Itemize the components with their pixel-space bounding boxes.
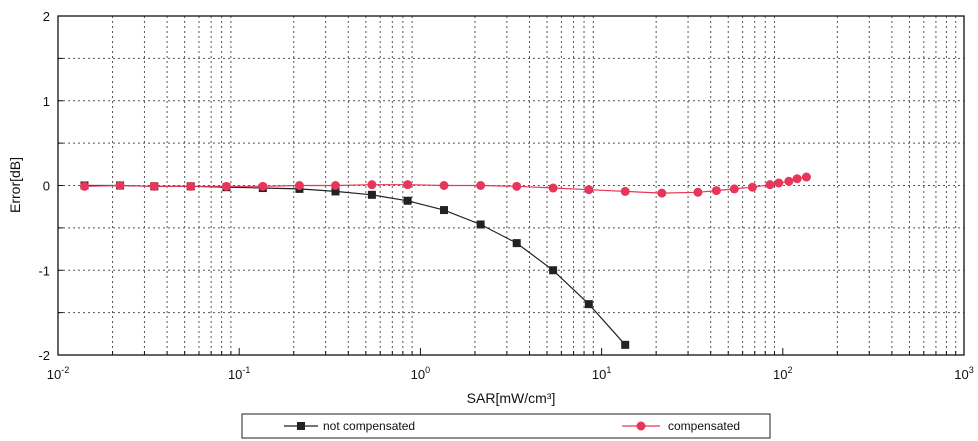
data-point-compensated	[774, 178, 784, 188]
data-point-compensated	[801, 172, 811, 182]
data-point-compensated	[476, 181, 486, 190]
data-point-not-compensated	[584, 300, 593, 309]
data-point-compensated	[765, 180, 775, 190]
y-tick-label: 1	[43, 94, 50, 109]
data-point-compensated	[294, 181, 304, 190]
data-point-compensated	[115, 181, 125, 190]
legend: not compensated compensated	[241, 413, 771, 439]
data-point-compensated	[221, 181, 231, 191]
legend-marker-not-compensated	[297, 422, 305, 430]
data-point-not-compensated	[331, 187, 340, 196]
data-point-compensated	[747, 182, 757, 192]
grid	[58, 16, 964, 355]
series	[79, 172, 811, 349]
data-point-compensated	[512, 181, 522, 191]
data-point-compensated	[584, 185, 594, 195]
data-point-not-compensated	[621, 340, 630, 349]
data-point-compensated	[186, 181, 196, 191]
legend-label-compensated: compensated	[668, 419, 740, 433]
legend-marker-compensated	[636, 421, 646, 431]
data-point-compensated	[784, 176, 794, 186]
x-tick-label: 10-1	[228, 365, 250, 382]
legend-label-not-compensated: not compensated	[323, 419, 415, 433]
data-point-compensated	[331, 181, 341, 190]
data-point-compensated	[258, 181, 268, 191]
x-tick-label: 103	[954, 365, 973, 382]
data-point-compensated	[711, 186, 721, 196]
y-tick-label: 0	[43, 179, 50, 194]
data-point-not-compensated	[476, 220, 485, 229]
data-point-compensated	[548, 183, 558, 193]
data-point-compensated	[439, 181, 449, 190]
data-point-not-compensated	[367, 190, 376, 199]
data-point-compensated	[729, 184, 739, 194]
data-point-compensated	[620, 186, 630, 196]
x-tick-label: 102	[773, 365, 792, 382]
y-tick-label: -1	[38, 263, 50, 278]
y-tick-label: -2	[38, 348, 50, 363]
data-point-compensated	[79, 181, 89, 191]
x-axis-title: SAR[mW/cm³]	[467, 390, 556, 406]
data-point-compensated	[657, 188, 667, 198]
legend-box	[241, 413, 771, 439]
data-point-compensated	[403, 180, 413, 190]
data-point-not-compensated	[512, 239, 521, 248]
x-tick-label: 100	[411, 365, 430, 382]
data-point-compensated	[367, 180, 377, 190]
x-tick-label: 10-2	[47, 365, 69, 382]
y-axis-title: Error[dB]	[7, 157, 23, 213]
y-tick-label: 2	[43, 9, 50, 24]
data-point-compensated	[149, 181, 159, 191]
data-point-compensated	[792, 174, 802, 184]
data-point-not-compensated	[440, 206, 449, 215]
x-tick-label: 101	[592, 365, 611, 382]
series-line-not-compensated	[84, 184, 626, 346]
data-point-not-compensated	[403, 196, 412, 205]
data-point-not-compensated	[549, 266, 558, 275]
data-point-compensated	[693, 187, 703, 197]
axis-ticks: 210-1-210-2 10-1 100 101 102 103	[38, 9, 973, 382]
